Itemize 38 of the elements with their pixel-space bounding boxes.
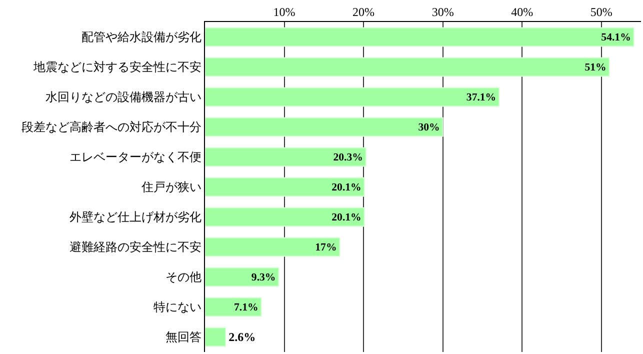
data-label: 51% xyxy=(584,62,606,74)
bar xyxy=(205,327,226,347)
bar xyxy=(205,57,610,77)
bar xyxy=(205,207,365,227)
data-label: 17% xyxy=(315,242,337,254)
y-tick-label: その他 xyxy=(166,270,202,284)
y-tick-label: 水回りなどの設備機器が古い xyxy=(46,90,202,104)
y-tick-label: 無回答 xyxy=(166,330,202,344)
data-label: 2.6% xyxy=(228,330,256,344)
y-tick-label: 特にない xyxy=(154,300,202,314)
x-tick-label: 10% xyxy=(273,5,296,20)
y-tick-label: 段差など高齢者への対応が不十分 xyxy=(22,120,202,134)
x-tick-label: 40% xyxy=(511,5,534,20)
x-tick-label: 20% xyxy=(352,5,375,20)
data-label: 20.1% xyxy=(332,182,362,194)
bar xyxy=(205,177,365,197)
data-label: 20.3% xyxy=(333,152,363,164)
y-tick-label: 配管や給水設備が劣化 xyxy=(82,30,202,44)
y-tick-label: 地震などに対する安全性に不安 xyxy=(32,60,202,74)
bar xyxy=(205,27,634,47)
y-tick-label: 住戸が狭い xyxy=(140,180,202,194)
x-tick-label: 30% xyxy=(432,5,454,20)
y-tick-label: 外壁など仕上げ材が劣化 xyxy=(70,210,202,224)
data-label: 20.1% xyxy=(332,212,362,224)
data-label: 9.3% xyxy=(251,272,276,284)
bar xyxy=(205,297,262,317)
data-label: 7.1% xyxy=(234,302,258,314)
data-label: 30% xyxy=(418,122,440,134)
bar xyxy=(205,267,280,287)
data-label: 37.1% xyxy=(466,92,496,104)
y-tick-label: エレベーターがなく不便 xyxy=(70,150,202,164)
bar xyxy=(205,87,500,107)
y-tick-label: 避難経路の安全性に不安 xyxy=(70,240,202,254)
bar xyxy=(205,117,444,137)
bar xyxy=(205,147,366,167)
bar xyxy=(205,237,340,257)
data-label: 54.1% xyxy=(601,32,631,44)
x-tick-label: 50% xyxy=(590,5,612,20)
